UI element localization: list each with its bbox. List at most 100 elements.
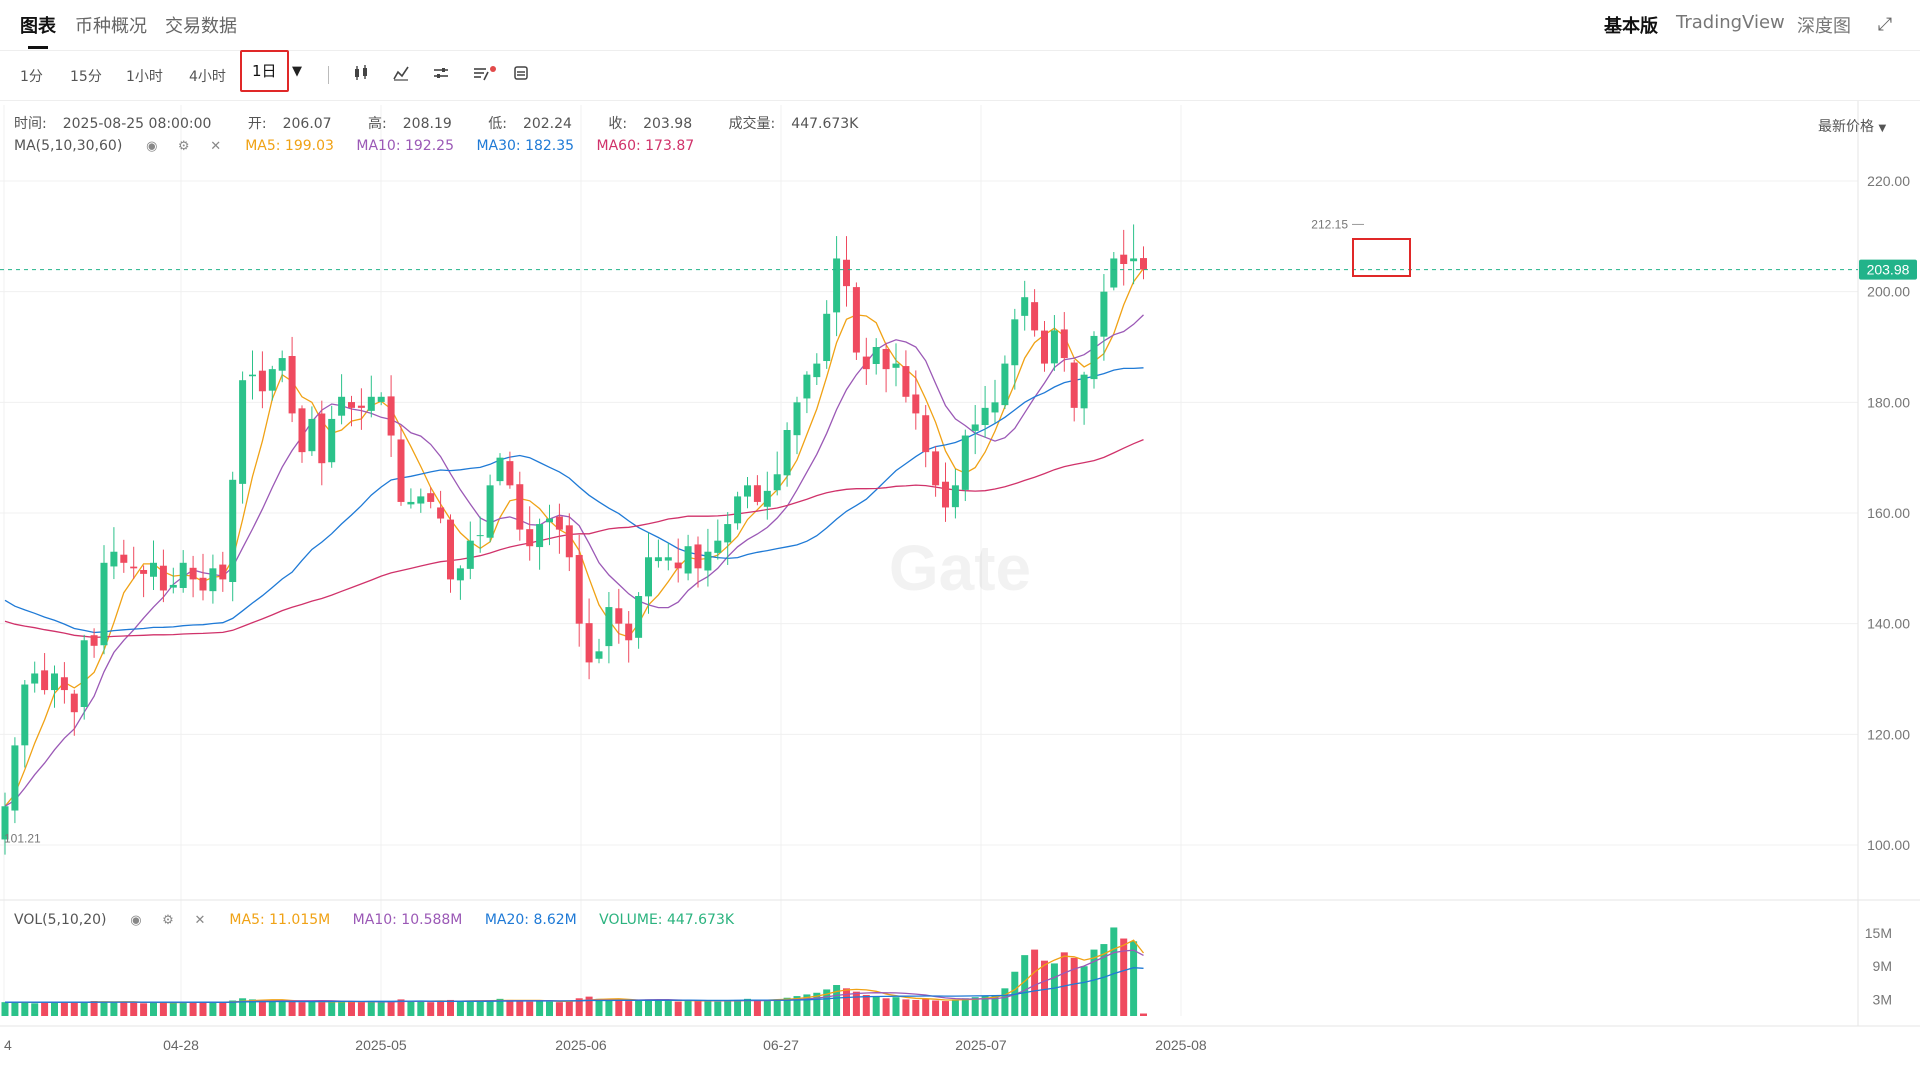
volume-bar xyxy=(496,998,504,1016)
eye-icon[interactable]: ◉ xyxy=(130,913,142,928)
watermark-text: Gate xyxy=(889,532,1031,604)
volume-bar xyxy=(437,1001,445,1016)
candlestick xyxy=(684,534,692,581)
candle-body xyxy=(1021,297,1029,316)
candlestick xyxy=(843,236,850,307)
candlestick xyxy=(258,351,266,409)
price-type-label: 最新价格 xyxy=(1818,119,1874,135)
interval-4h[interactable]: 4小时 xyxy=(189,69,226,85)
candlestick xyxy=(595,638,603,664)
settings-sliders-icon[interactable] xyxy=(430,64,452,86)
top-bar: 图表 币种概况 交易数据 基本版 TradingView 深度图 ⤢ xyxy=(0,0,1920,51)
close-icon[interactable]: ✕ xyxy=(194,913,206,928)
interval-1d[interactable]: 1日 xyxy=(240,50,289,92)
interval-1m[interactable]: 1分 xyxy=(20,69,43,85)
settings-icon[interactable]: ⚙ xyxy=(177,139,190,154)
volume-bar xyxy=(1,1002,9,1016)
notes-icon[interactable] xyxy=(470,64,492,86)
candlestick xyxy=(942,462,949,522)
interval-15m[interactable]: 15分 xyxy=(70,69,102,85)
candle-body xyxy=(51,673,58,691)
candlestick xyxy=(417,488,425,513)
tab-basic[interactable]: 基本版 xyxy=(1604,16,1658,37)
candlestick xyxy=(694,536,702,588)
volume-bar xyxy=(288,1001,296,1016)
volume-bar xyxy=(258,999,266,1016)
tab-tradingview[interactable]: TradingView xyxy=(1676,12,1785,33)
time-tick-label: 2025-07 xyxy=(955,1037,1007,1053)
vol-legend-name: VOL(5,10,20) xyxy=(14,912,107,928)
volume-bar xyxy=(427,1002,435,1016)
candlestick xyxy=(288,336,296,423)
candle-body xyxy=(1031,302,1039,331)
candlestick xyxy=(328,405,336,468)
vol-legend: VOL(5,10,20) ◉ ⚙ ✕ MA5: 11.015M MA10: 10.5… xyxy=(14,912,752,928)
volume-bar xyxy=(546,1001,553,1016)
indicator-icon[interactable] xyxy=(390,64,412,86)
candlestick xyxy=(1100,274,1108,361)
candle-body xyxy=(21,684,29,746)
candle-body xyxy=(407,501,415,505)
candle-body xyxy=(387,396,395,436)
candlestick-type-icon[interactable] xyxy=(350,64,372,86)
candle-body xyxy=(249,374,256,377)
eye-icon[interactable]: ◉ xyxy=(146,139,158,154)
candlestick xyxy=(783,422,791,487)
share-swap-icon[interactable] xyxy=(510,64,532,86)
tab-trading-data[interactable]: 交易数据 xyxy=(165,16,237,37)
candle-body xyxy=(367,396,375,411)
candle-body xyxy=(130,566,138,569)
candle-body xyxy=(229,479,237,583)
candle-body xyxy=(1110,258,1118,288)
candle-body xyxy=(635,596,643,638)
candlestick xyxy=(605,592,613,664)
candle-body xyxy=(288,356,296,414)
candle-body xyxy=(763,490,771,507)
candlestick xyxy=(645,532,652,614)
candlestick xyxy=(437,490,445,524)
candle-body xyxy=(199,577,207,591)
close-value: 203.98 xyxy=(643,116,693,132)
candlestick xyxy=(1120,229,1128,286)
tab-coin-overview[interactable]: 币种概况 xyxy=(75,16,147,37)
volume-bar xyxy=(981,996,989,1016)
volume-bar xyxy=(466,1001,474,1016)
interval-1h[interactable]: 1小时 xyxy=(126,69,163,85)
volume-bar xyxy=(120,1001,128,1016)
volume-bar xyxy=(219,1002,227,1016)
candle-body xyxy=(1070,362,1078,408)
price-type-select[interactable]: 最新价格 ▼ xyxy=(1818,116,1886,136)
candle-body xyxy=(427,493,435,502)
volume-bar xyxy=(1100,944,1108,1016)
ma10-value: MA10: 192.25 xyxy=(356,138,454,154)
candlestick xyxy=(932,445,940,497)
volume-bar xyxy=(803,994,811,1016)
interval-dropdown-icon[interactable]: ▼ xyxy=(292,64,302,79)
candle-body xyxy=(773,474,781,491)
candle-body xyxy=(793,402,801,436)
tab-depth-chart[interactable]: 深度图 xyxy=(1797,16,1851,37)
close-label: 收: xyxy=(608,116,628,132)
candlestick xyxy=(704,528,712,587)
candle-body xyxy=(298,408,306,453)
candle-body xyxy=(1090,335,1098,380)
candle-body xyxy=(744,485,751,497)
candle-body xyxy=(595,651,603,659)
volume-bar xyxy=(1120,938,1128,1016)
fullscreen-icon[interactable]: ⤢ xyxy=(1877,14,1893,35)
time-label: 时间: xyxy=(14,116,47,132)
candle-body xyxy=(704,551,712,571)
candlestick xyxy=(387,375,395,457)
candle-body xyxy=(456,568,464,581)
volume-bar xyxy=(585,996,593,1016)
candle-body xyxy=(348,402,355,408)
volume-bar xyxy=(51,1002,58,1016)
tab-chart[interactable]: 图表 xyxy=(20,16,56,37)
candlestick xyxy=(882,342,890,393)
volume-value: 447.673K xyxy=(791,116,859,132)
settings-icon[interactable]: ⚙ xyxy=(162,913,174,928)
price-tick-label: 180.00 xyxy=(1867,394,1910,410)
close-icon[interactable]: ✕ xyxy=(210,139,222,154)
volume-bar xyxy=(516,1001,524,1016)
